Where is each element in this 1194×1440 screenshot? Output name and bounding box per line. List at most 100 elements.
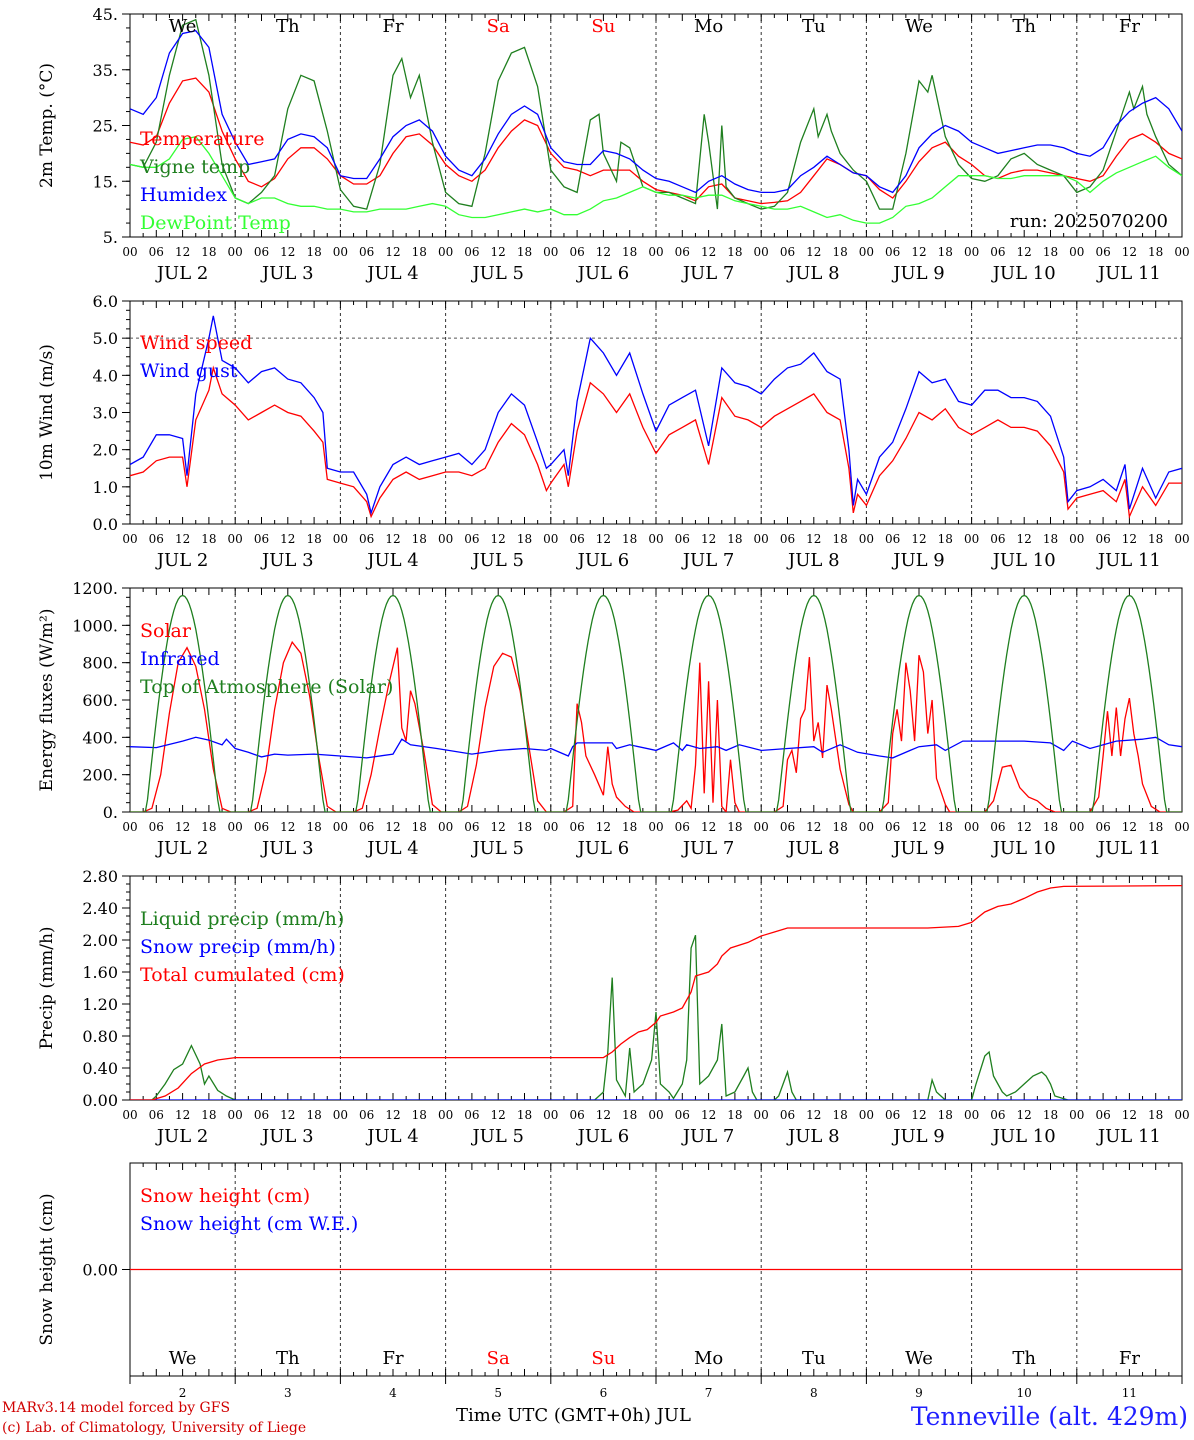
temp-hour-label: 00 — [648, 245, 663, 259]
precip-hour-label: 00 — [964, 1108, 979, 1122]
temp-hour-label: 18 — [517, 245, 532, 259]
wind-hour-label: 00 — [1069, 532, 1084, 546]
precip-hour-label: 18 — [622, 1108, 637, 1122]
temp-hour-label: 00 — [1069, 245, 1084, 259]
temp-legend-entry: DewPoint Temp — [140, 212, 291, 234]
temp-hour-label: 00 — [228, 245, 243, 259]
snow-weekday-label: Su — [591, 1348, 615, 1369]
temp-hour-label: 00 — [543, 245, 558, 259]
wind-hour-label: 18 — [727, 532, 742, 546]
wind-hour-label: 06 — [990, 532, 1005, 546]
temp-hour-label: 00 — [964, 245, 979, 259]
wind-y-tick-label: 6.0 — [93, 292, 118, 311]
wind-hour-label: 00 — [964, 532, 979, 546]
wind-hour-label: 12 — [280, 532, 295, 546]
wind-hour-label: 18 — [306, 532, 321, 546]
energy-date-label: JUL 5 — [470, 838, 524, 859]
precip-hour-label: 18 — [727, 1108, 742, 1122]
precip-series-liquid-precip-mm-h — [130, 934, 1182, 1100]
precip-legend-entry: Liquid precip (mm/h) — [140, 908, 344, 930]
temp-y-tick-label: 35. — [93, 61, 118, 80]
temp-date-label: JUL 7 — [681, 263, 735, 284]
temp-run-annotation: run: 2025070200 — [1010, 211, 1168, 232]
wind-series-wind-speed — [130, 365, 1182, 520]
energy-hour-label: 18 — [727, 820, 742, 834]
wind-y-tick-label: 0.0 — [93, 515, 118, 534]
energy-hour-label: 06 — [1095, 820, 1110, 834]
energy-date-label: JUL 11 — [1096, 838, 1161, 859]
precip-date-label: JUL 5 — [470, 1126, 524, 1147]
energy-series-solar — [130, 640, 1182, 812]
precip-y-tick-label: 0.40 — [82, 1059, 118, 1078]
precip-y-tick-label: 2.40 — [82, 899, 118, 918]
wind-hour-label: 00 — [859, 532, 874, 546]
snow-y-tick-label: 0.00 — [82, 1261, 118, 1280]
energy-hour-label: 00 — [438, 820, 453, 834]
snow-day-number: 8 — [810, 1386, 818, 1400]
temp-hour-label: 18 — [1043, 245, 1058, 259]
energy-hour-label: 18 — [1148, 820, 1163, 834]
wind-hour-label: 00 — [754, 532, 769, 546]
wind-hour-label: 00 — [333, 532, 348, 546]
wind-panel: 0.0 1.0 2.0 3.0 4.0 5.0 6.0 10m Wind (m/s) Wind … — [37, 292, 1190, 571]
temp-hour-label: 18 — [1148, 245, 1163, 259]
energy-hour-label: 06 — [990, 820, 1005, 834]
precip-hour-label: 12 — [1122, 1108, 1137, 1122]
energy-hour-label: 12 — [1122, 820, 1137, 834]
temp-hour-label: 18 — [727, 245, 742, 259]
wind-date-label: JUL 6 — [576, 550, 630, 571]
energy-y-axis-label: Energy fluxes (W/m²) — [37, 609, 57, 792]
snow-legend-entry: Snow height (cm W.E.) — [140, 1213, 358, 1235]
energy-hour-label: 00 — [648, 820, 663, 834]
energy-hour-label: 18 — [938, 820, 953, 834]
temp-date-label: JUL 8 — [786, 263, 840, 284]
energy-hour-label: 00 — [122, 820, 137, 834]
temp-date-label: JUL 11 — [1096, 263, 1161, 284]
wind-hour-label: 06 — [780, 532, 795, 546]
energy-date-label: JUL 10 — [991, 838, 1056, 859]
wind-date-label: JUL 10 — [991, 550, 1056, 571]
wind-hour-label: 12 — [1017, 532, 1032, 546]
energy-legend-entry: Top of Atmosphere (Solar) — [140, 676, 393, 698]
energy-hour-label: 06 — [569, 820, 584, 834]
energy-hour-label: 18 — [832, 820, 847, 834]
energy-hour-label: 00 — [543, 820, 558, 834]
precip-date-label: JUL 11 — [1096, 1126, 1161, 1147]
energy-date-label: JUL 6 — [576, 838, 630, 859]
wind-date-label: JUL 2 — [155, 550, 209, 571]
temp-y-tick-label: 15. — [93, 172, 118, 191]
energy-hour-label: 12 — [385, 820, 400, 834]
wind-date-label: JUL 4 — [365, 550, 419, 571]
energy-hour-label: 18 — [306, 820, 321, 834]
energy-hour-label: 18 — [622, 820, 637, 834]
wind-hour-label: 06 — [1095, 532, 1110, 546]
temp-hour-label: 06 — [464, 245, 479, 259]
precip-hour-label: 12 — [175, 1108, 190, 1122]
temp-hour-label: 18 — [306, 245, 321, 259]
precip-date-label: JUL 7 — [681, 1126, 735, 1147]
model-credit: MARv3.14 model forced by GFS — [2, 1400, 231, 1416]
precip-hour-label: 06 — [569, 1108, 584, 1122]
precip-hour-label: 00 — [1069, 1108, 1084, 1122]
snow-day-number: 4 — [389, 1386, 397, 1400]
wind-hour-label: 12 — [701, 532, 716, 546]
energy-date-label: JUL 8 — [786, 838, 840, 859]
temp-weekday-label: Th — [276, 16, 300, 37]
wind-hour-label: 06 — [885, 532, 900, 546]
precip-hour-label: 12 — [701, 1108, 716, 1122]
energy-hour-label: 06 — [149, 820, 164, 834]
precip-date-label: JUL 6 — [576, 1126, 630, 1147]
temp-hour-label: 12 — [1017, 245, 1032, 259]
wind-date-label: JUL 11 — [1096, 550, 1161, 571]
wind-hour-label: 00 — [438, 532, 453, 546]
wind-date-label: JUL 3 — [260, 550, 314, 571]
wind-hour-label: 12 — [806, 532, 821, 546]
energy-hour-label: 06 — [885, 820, 900, 834]
energy-series-top-of-atmosphere-solar — [130, 594, 1182, 812]
energy-hour-label: 00 — [754, 820, 769, 834]
precip-y-tick-label: 0.80 — [82, 1027, 118, 1046]
energy-hour-label: 12 — [1017, 820, 1032, 834]
wind-hour-label: 12 — [911, 532, 926, 546]
temp-weekday-label: Mo — [694, 16, 723, 37]
energy-hour-label: 12 — [491, 820, 506, 834]
